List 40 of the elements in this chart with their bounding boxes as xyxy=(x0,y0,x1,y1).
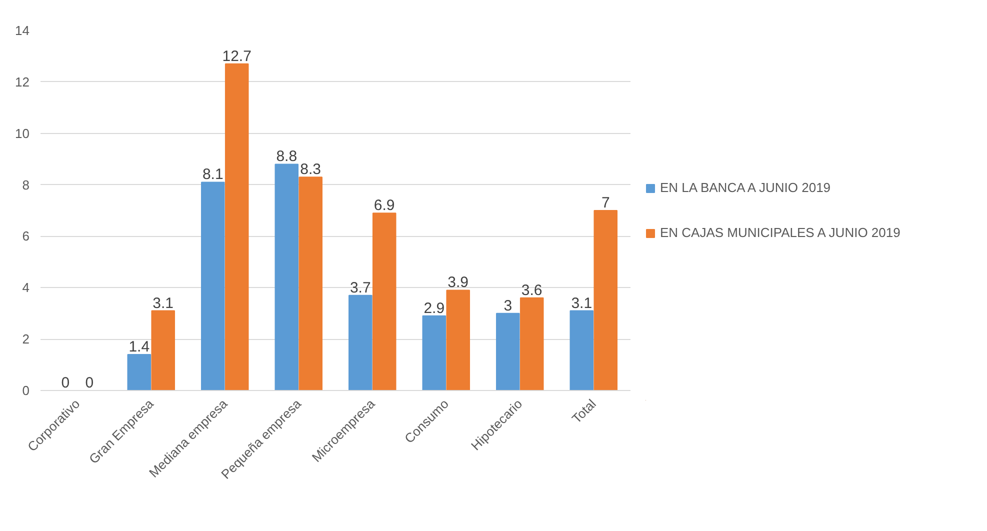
legend-label: EN CAJAS MUNICIPALES A JUNIO 2019 xyxy=(660,225,900,240)
bar xyxy=(372,212,396,390)
bar xyxy=(520,297,544,390)
data-label: 1.4 xyxy=(128,338,150,356)
data-label: 2.9 xyxy=(424,300,445,317)
bar xyxy=(446,290,470,390)
y-tick-label: 8 xyxy=(22,177,30,192)
data-label: 0 xyxy=(61,374,70,392)
bar xyxy=(127,354,152,390)
data-label: 0 xyxy=(85,374,94,392)
bar xyxy=(422,315,446,390)
data-label: 3 xyxy=(504,297,512,314)
data-label: 3.7 xyxy=(350,279,371,296)
bar xyxy=(201,182,225,390)
bar xyxy=(224,63,249,390)
y-tick-label: 6 xyxy=(22,228,30,244)
data-label: 8.1 xyxy=(202,166,224,184)
y-tick-label: 0 xyxy=(22,383,30,398)
data-label: 3.1 xyxy=(152,294,174,312)
data-label: 3.9 xyxy=(448,274,469,292)
bar xyxy=(496,312,520,390)
bar xyxy=(348,294,372,390)
data-label: 8.3 xyxy=(300,161,322,178)
data-label: 8.8 xyxy=(276,148,298,166)
bar xyxy=(298,176,322,390)
data-label: 3.6 xyxy=(521,282,542,299)
data-label: 12.7 xyxy=(222,48,252,65)
bar xyxy=(594,210,618,390)
data-label: 7 xyxy=(601,194,610,212)
y-tick-label: 14 xyxy=(15,23,30,38)
y-tick-label: 2 xyxy=(22,332,30,347)
y-tick-label: 12 xyxy=(15,74,30,90)
data-label: 6.9 xyxy=(374,197,395,214)
bar xyxy=(274,164,299,390)
bar xyxy=(570,310,594,390)
legend-label: EN LA BANCA A JUNIO 2019 xyxy=(660,180,831,195)
bar xyxy=(151,310,175,390)
y-tick-label: 4 xyxy=(22,280,30,296)
y-tick-label: 10 xyxy=(15,126,30,141)
data-label: 3.1 xyxy=(571,294,592,312)
